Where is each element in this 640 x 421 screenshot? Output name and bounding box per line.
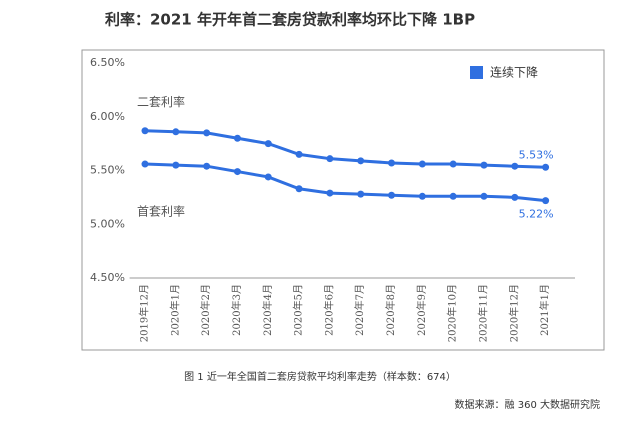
point	[418, 192, 426, 200]
point	[326, 189, 334, 197]
x-tick-label: 2020年5月	[292, 284, 305, 336]
point	[542, 197, 550, 205]
y-tick-label: 5.00%	[90, 217, 125, 230]
point	[264, 140, 272, 148]
point	[357, 190, 365, 198]
point	[295, 150, 303, 158]
series-line	[144, 129, 546, 169]
point	[203, 129, 211, 137]
y-tick-label: 4.50%	[90, 271, 125, 284]
legend-label: 连续下降	[490, 65, 538, 80]
point	[357, 157, 365, 165]
point	[172, 161, 180, 169]
point	[326, 155, 334, 163]
point	[511, 162, 519, 170]
point	[203, 162, 211, 170]
x-tick-label: 2019年12月	[138, 284, 151, 342]
point	[449, 160, 457, 168]
point	[542, 163, 550, 171]
series-label: 首套利率	[137, 204, 185, 219]
point	[295, 185, 303, 193]
point	[141, 160, 149, 168]
point	[233, 134, 241, 142]
point	[233, 168, 241, 176]
point	[172, 128, 180, 136]
value-label: 5.53%	[519, 148, 554, 161]
legend-swatch	[470, 66, 483, 79]
point	[480, 192, 488, 200]
point	[480, 161, 488, 169]
x-tick-label: 2020年2月	[199, 284, 212, 336]
point	[264, 173, 272, 181]
x-tick-label: 2020年1月	[168, 284, 181, 336]
x-tick-label: 2020年8月	[384, 284, 397, 336]
x-tick-label: 2020年3月	[230, 284, 243, 336]
x-tick-label: 2020年10月	[446, 284, 459, 342]
x-tick-label: 2021年1月	[538, 284, 551, 336]
series-label: 二套利率	[137, 94, 185, 109]
chart-frame	[81, 49, 605, 351]
point	[418, 160, 426, 168]
chart-title: 利率：2021 年开年首二套房贷款利率均环比下降 1BP	[105, 11, 475, 29]
source: 数据来源：融 360 大数据研究院	[455, 398, 600, 411]
point	[388, 159, 396, 167]
caption: 图 1 近一年全国首二套房贷款平均利率走势（样本数：674）	[184, 370, 456, 383]
x-tick-label: 2020年9月	[415, 284, 428, 336]
point	[141, 127, 149, 135]
x-tick-label: 2020年12月	[507, 284, 520, 342]
x-tick-label: 2020年6月	[322, 284, 335, 336]
y-tick-label: 6.50%	[90, 56, 125, 69]
point	[388, 191, 396, 199]
series-line	[144, 162, 546, 203]
x-tick-label: 2020年4月	[261, 284, 274, 336]
point	[511, 193, 519, 201]
x-tick-label: 2020年7月	[353, 284, 366, 336]
y-tick-label: 6.00%	[90, 110, 125, 123]
point	[449, 192, 457, 200]
x-tick-label: 2020年11月	[476, 284, 489, 342]
y-tick-label: 5.50%	[90, 164, 125, 177]
value-label: 5.22%	[519, 208, 554, 221]
